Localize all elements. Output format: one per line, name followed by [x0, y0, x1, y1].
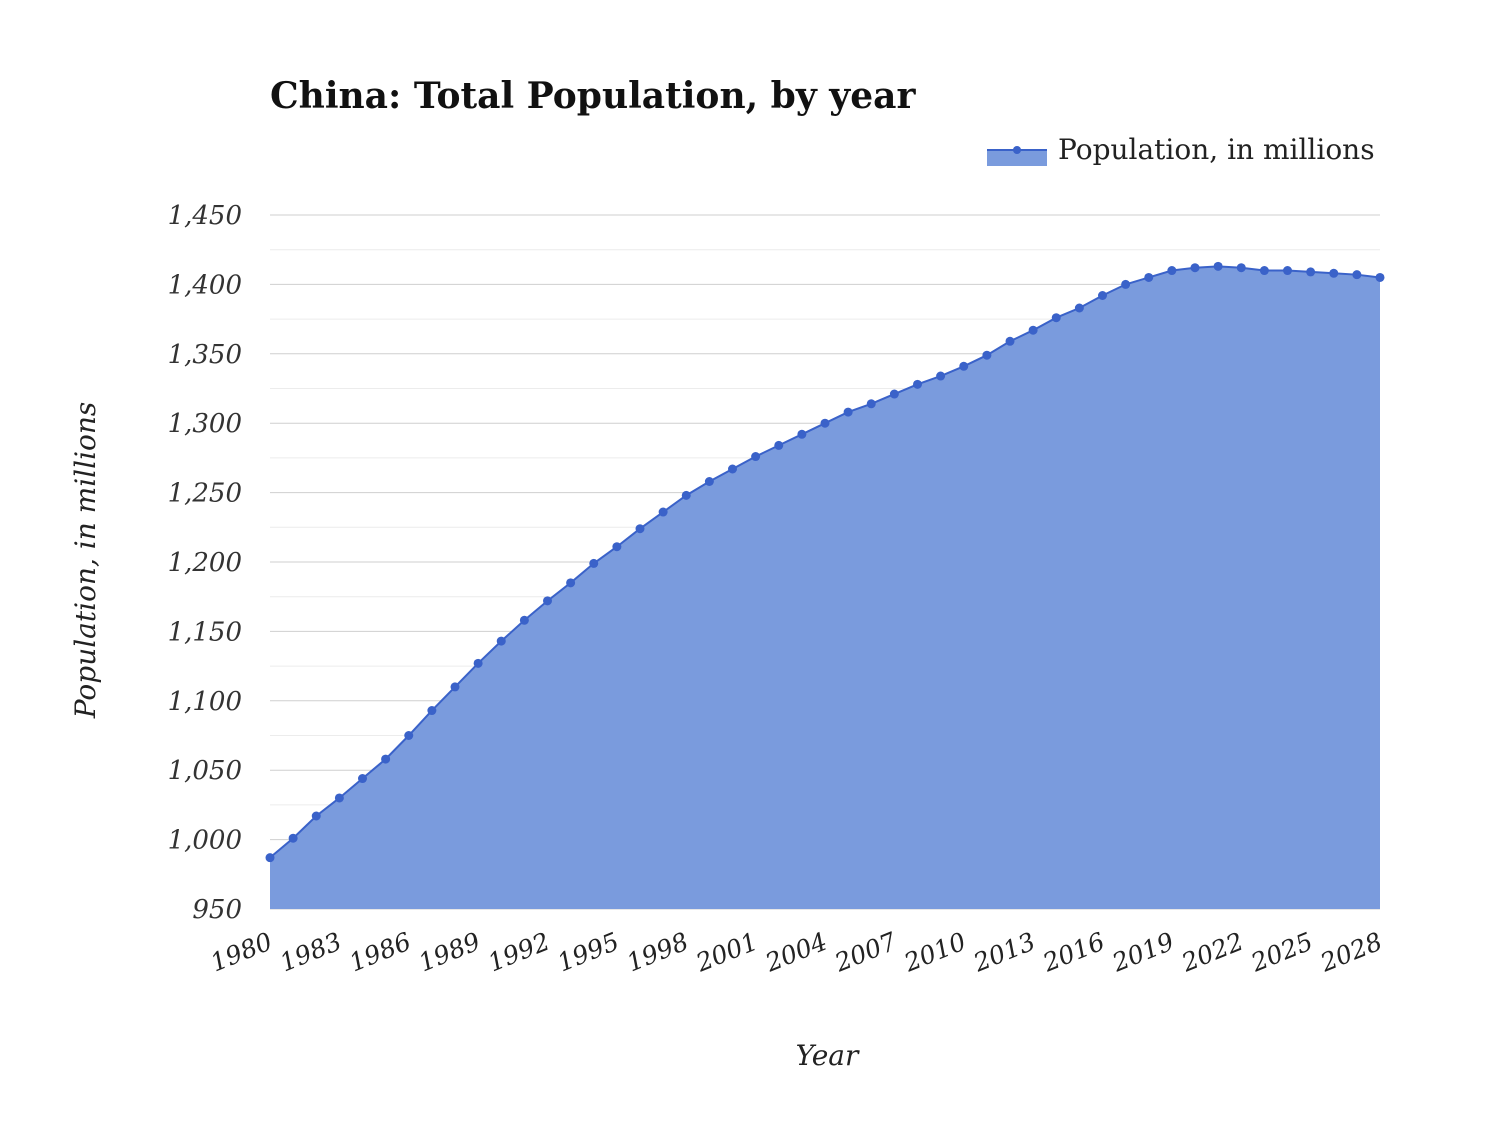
area-layer [269, 265, 1381, 910]
data-point-1984 [358, 774, 367, 784]
data-point-1999 [704, 476, 714, 486]
data-point-2020 [1190, 263, 1200, 273]
data-point-1991 [519, 615, 529, 625]
x-tick-label: 2016 [1038, 927, 1109, 978]
data-point-2011 [982, 350, 992, 360]
data-point-2018 [1144, 272, 1154, 282]
data-point-2004 [820, 418, 830, 428]
data-point-2006 [866, 399, 876, 409]
y-tick-label: 1,400 [168, 270, 242, 300]
data-point-2002 [774, 440, 784, 450]
data-point-1981 [288, 833, 298, 843]
legend-marker [1013, 146, 1021, 154]
data-point-2000 [728, 464, 737, 474]
data-point-2021 [1213, 261, 1223, 271]
y-tick-label: 1,050 [168, 756, 242, 786]
x-tick-label: 1980 [206, 927, 276, 978]
y-axis-ticks: 950 1,000 1,050 1,100 1,150 1,200 1,250 1,300 1,… [168, 201, 242, 925]
data-point-1986 [404, 731, 414, 740]
x-tick-label: 1983 [276, 927, 346, 978]
chart-title: China: Total Population, by year [270, 75, 916, 117]
data-point-2009 [936, 371, 946, 381]
x-tick-label: 1992 [484, 927, 554, 978]
x-tick-label: 2001 [691, 927, 762, 978]
data-point-2003 [797, 429, 807, 439]
data-point-1982 [311, 811, 321, 821]
data-point-1997 [658, 507, 668, 517]
legend-swatch [987, 149, 1047, 166]
data-point-1995 [612, 542, 622, 552]
data-point-1994 [589, 558, 599, 568]
y-tick-label: 1,150 [168, 617, 242, 647]
data-point-2017 [1121, 279, 1131, 289]
data-point-2005 [843, 407, 853, 417]
x-tick-label: 1998 [623, 927, 693, 978]
data-point-2010 [959, 361, 969, 371]
x-tick-label: 2028 [1315, 927, 1386, 978]
legend-label: Population, in millions [1058, 133, 1375, 166]
x-tick-label: 1989 [415, 927, 485, 978]
data-point-2023 [1259, 266, 1269, 276]
data-point-2013 [1028, 325, 1038, 335]
data-point-1985 [381, 754, 391, 764]
y-tick-label: 1,300 [168, 409, 242, 439]
y-tick-label: 1,200 [168, 548, 242, 578]
data-point-1993 [566, 578, 576, 588]
x-axis-label: Year [796, 1039, 860, 1072]
x-tick-label: 2004 [760, 927, 831, 978]
data-point-1998 [681, 490, 691, 500]
y-tick-label: 950 [192, 895, 242, 925]
y-axis-label: Population, in millions [69, 402, 102, 720]
y-tick-label: 1,350 [168, 340, 242, 370]
data-point-2016 [1098, 291, 1107, 301]
data-point-1988 [450, 682, 460, 692]
data-point-1987 [427, 706, 437, 716]
data-point-2014 [1051, 313, 1061, 323]
data-point-2027 [1352, 270, 1362, 280]
x-tick-label: 2022 [1177, 927, 1248, 978]
data-point-1980 [265, 853, 275, 863]
data-point-1983 [334, 793, 344, 803]
x-tick-label: 2007 [830, 927, 901, 978]
data-point-2001 [751, 452, 761, 462]
data-point-2028 [1375, 272, 1385, 282]
y-tick-label: 1,450 [168, 201, 242, 231]
y-tick-label: 1,000 [168, 826, 242, 856]
y-tick-label: 1,100 [168, 687, 242, 717]
y-tick-label: 1,250 [168, 479, 242, 509]
data-point-1989 [473, 658, 483, 668]
data-point-1992 [543, 596, 552, 606]
data-point-2008 [913, 379, 922, 389]
x-axis-ticks: 1980 1983 1986 1989 1992 1995 1998 2001 2004 2007… [206, 927, 1386, 978]
x-tick-label: 2025 [1246, 927, 1317, 978]
data-point-2024 [1283, 266, 1292, 276]
x-tick-label: 2010 [899, 927, 970, 978]
data-point-2025 [1306, 267, 1316, 277]
data-point-1996 [635, 524, 645, 534]
data-point-2007 [889, 389, 899, 399]
data-point-2019 [1167, 266, 1177, 276]
data-point-2022 [1236, 263, 1246, 273]
data-point-2015 [1074, 303, 1084, 313]
population-area [270, 266, 1380, 910]
data-points [265, 261, 1385, 863]
data-point-2012 [1005, 336, 1015, 346]
data-point-1990 [496, 636, 506, 646]
x-tick-label: 2013 [969, 927, 1040, 978]
legend: Population, in millions [987, 133, 1375, 166]
x-tick-label: 1986 [345, 927, 415, 978]
x-tick-label: 1995 [553, 927, 623, 978]
data-point-2026 [1329, 268, 1339, 278]
x-tick-label: 2019 [1107, 927, 1178, 978]
